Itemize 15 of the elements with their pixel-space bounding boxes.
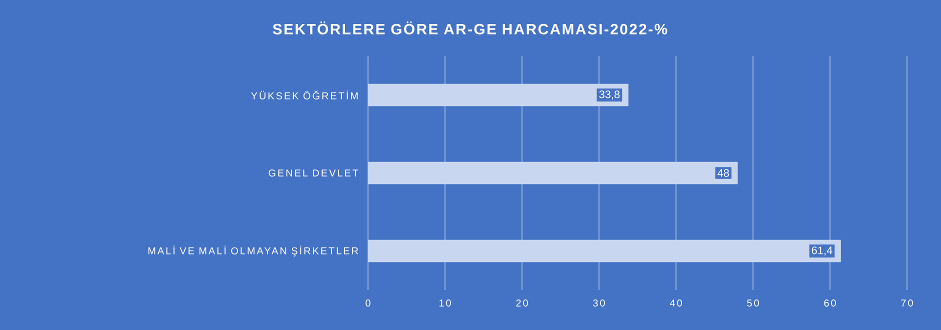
data-label: 48	[718, 169, 729, 177]
x-tick-label: 0	[366, 300, 370, 307]
data-label: 61,4	[812, 246, 832, 256]
y-tick-label: YÜKSEK ÖĞRETİM	[251, 90, 358, 100]
y-tick-label: GENEL DEVLET	[268, 169, 358, 177]
x-tick-label: 50	[747, 300, 759, 307]
y-tick-label: MALİ VE MALİ OLMAYAN ŞİRKETLER	[148, 246, 358, 256]
x-tick-label: 40	[670, 300, 682, 307]
data-label: 33,8	[599, 90, 620, 100]
x-tick-label: 20	[516, 300, 528, 307]
x-tick-label: 70	[901, 300, 913, 307]
x-tick-label: 10	[439, 300, 451, 307]
x-tick-label: 30	[593, 300, 605, 307]
chart-title: SEKTÖRLERE GÖRE AR-GE HARCAMASI-2022-%	[272, 22, 668, 34]
x-tick-label: 60	[824, 300, 836, 307]
